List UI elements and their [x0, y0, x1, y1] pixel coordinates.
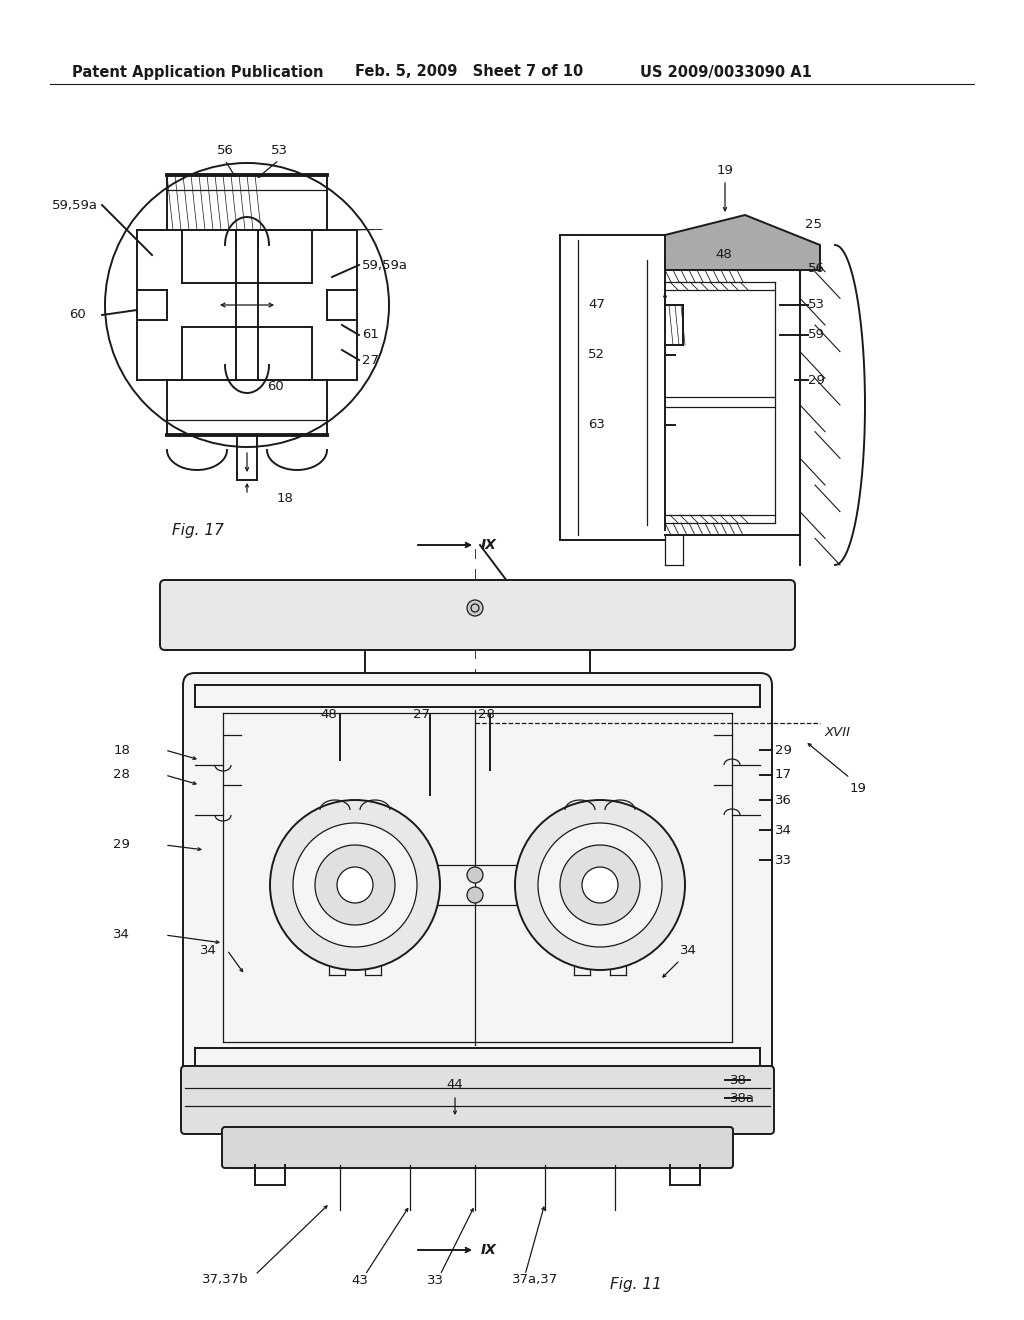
Polygon shape [665, 215, 820, 271]
Text: 44: 44 [446, 1078, 464, 1092]
FancyBboxPatch shape [222, 1127, 733, 1168]
Text: 48: 48 [715, 248, 732, 261]
Text: Patent Application Publication: Patent Application Publication [72, 65, 324, 79]
Text: 19: 19 [850, 781, 867, 795]
Text: 28: 28 [113, 768, 130, 781]
Text: 56: 56 [216, 144, 233, 157]
Text: 27: 27 [362, 354, 379, 367]
Text: 34: 34 [200, 944, 217, 957]
Text: Fig. 10: Fig. 10 [735, 593, 786, 607]
Circle shape [515, 800, 685, 970]
Text: 34: 34 [680, 944, 697, 957]
Text: IX: IX [481, 539, 497, 552]
Circle shape [467, 601, 483, 616]
Text: 37,37b: 37,37b [202, 1274, 248, 1287]
Text: 48: 48 [319, 709, 337, 722]
Text: 13: 13 [545, 585, 562, 598]
Circle shape [270, 800, 440, 970]
Text: 59,59a: 59,59a [362, 259, 408, 272]
Text: 33: 33 [775, 854, 792, 866]
Circle shape [105, 162, 389, 447]
FancyBboxPatch shape [183, 673, 772, 1082]
Text: 63: 63 [588, 418, 605, 432]
Circle shape [315, 845, 395, 925]
Text: Fig. 11: Fig. 11 [610, 1278, 662, 1292]
Circle shape [467, 887, 483, 903]
Text: 28: 28 [478, 709, 495, 722]
Text: 52: 52 [588, 348, 605, 362]
Text: 19: 19 [717, 164, 733, 177]
Text: 59: 59 [808, 329, 825, 342]
Text: IX: IX [481, 1243, 497, 1257]
Text: US 2009/0033090 A1: US 2009/0033090 A1 [640, 65, 812, 79]
Text: 60: 60 [69, 309, 86, 322]
Text: 61: 61 [362, 329, 379, 342]
Text: 34: 34 [113, 928, 130, 941]
Text: 33: 33 [427, 1274, 443, 1287]
Text: 59,59a: 59,59a [52, 198, 98, 211]
Text: 37a,37: 37a,37 [512, 1274, 558, 1287]
Text: 47: 47 [588, 298, 605, 312]
Text: 34: 34 [775, 824, 792, 837]
Text: 53: 53 [808, 298, 825, 312]
Text: 53: 53 [270, 144, 288, 157]
Text: 29: 29 [808, 374, 825, 387]
Text: 56: 56 [808, 261, 825, 275]
Text: 43: 43 [351, 1274, 369, 1287]
Text: 60: 60 [267, 380, 284, 393]
FancyBboxPatch shape [160, 579, 795, 649]
Text: XVII: XVII [825, 726, 851, 739]
Circle shape [538, 822, 662, 946]
Text: 38a: 38a [730, 1092, 755, 1105]
Circle shape [560, 845, 640, 925]
Text: 25: 25 [805, 219, 822, 231]
Text: 29: 29 [113, 838, 130, 851]
Text: 18: 18 [113, 743, 130, 756]
Circle shape [467, 867, 483, 883]
Circle shape [337, 867, 373, 903]
Text: 18: 18 [278, 491, 294, 504]
Text: 17: 17 [775, 768, 792, 781]
Text: 29: 29 [775, 743, 792, 756]
Text: 36: 36 [775, 793, 792, 807]
Circle shape [293, 822, 417, 946]
Circle shape [582, 867, 618, 903]
Text: 27: 27 [413, 709, 430, 722]
Text: Feb. 5, 2009   Sheet 7 of 10: Feb. 5, 2009 Sheet 7 of 10 [355, 65, 584, 79]
Text: Fig. 17: Fig. 17 [172, 523, 224, 537]
Text: 38: 38 [730, 1073, 746, 1086]
FancyBboxPatch shape [181, 1067, 774, 1134]
